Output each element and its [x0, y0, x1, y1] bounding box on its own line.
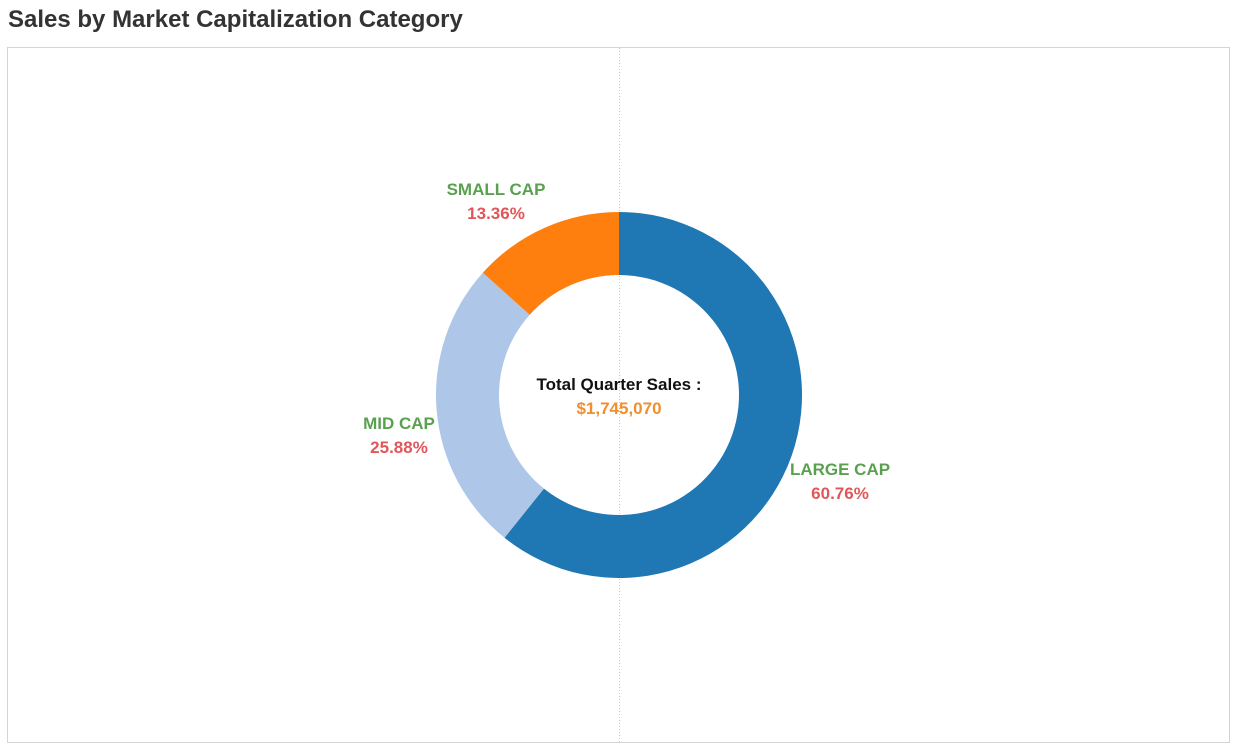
- slice-mid-cap: [435, 272, 544, 538]
- slice-percent-large-cap: 60.76%: [811, 484, 869, 503]
- center-total-value: $1,745,070: [576, 399, 661, 418]
- slice-small-cap: [482, 212, 619, 315]
- slice-label-small-cap: SMALL CAP: [447, 180, 546, 199]
- donut-slices: [435, 212, 802, 578]
- chart-panel: [7, 47, 1230, 743]
- slice-label-mid-cap: MID CAP: [363, 414, 435, 433]
- slice-label-large-cap: LARGE CAP: [790, 460, 890, 479]
- center-total-label: Total Quarter Sales :: [536, 375, 701, 394]
- slice-percent-small-cap: 13.36%: [467, 204, 525, 223]
- slice-percent-mid-cap: 25.88%: [370, 438, 428, 457]
- chart-title: Sales by Market Capitalization Category: [8, 6, 463, 33]
- slice-large-cap: [504, 212, 802, 578]
- slice-labels: LARGE CAP 60.76% MID CAP 25.88% SMALL CAP 13.…: [363, 180, 890, 503]
